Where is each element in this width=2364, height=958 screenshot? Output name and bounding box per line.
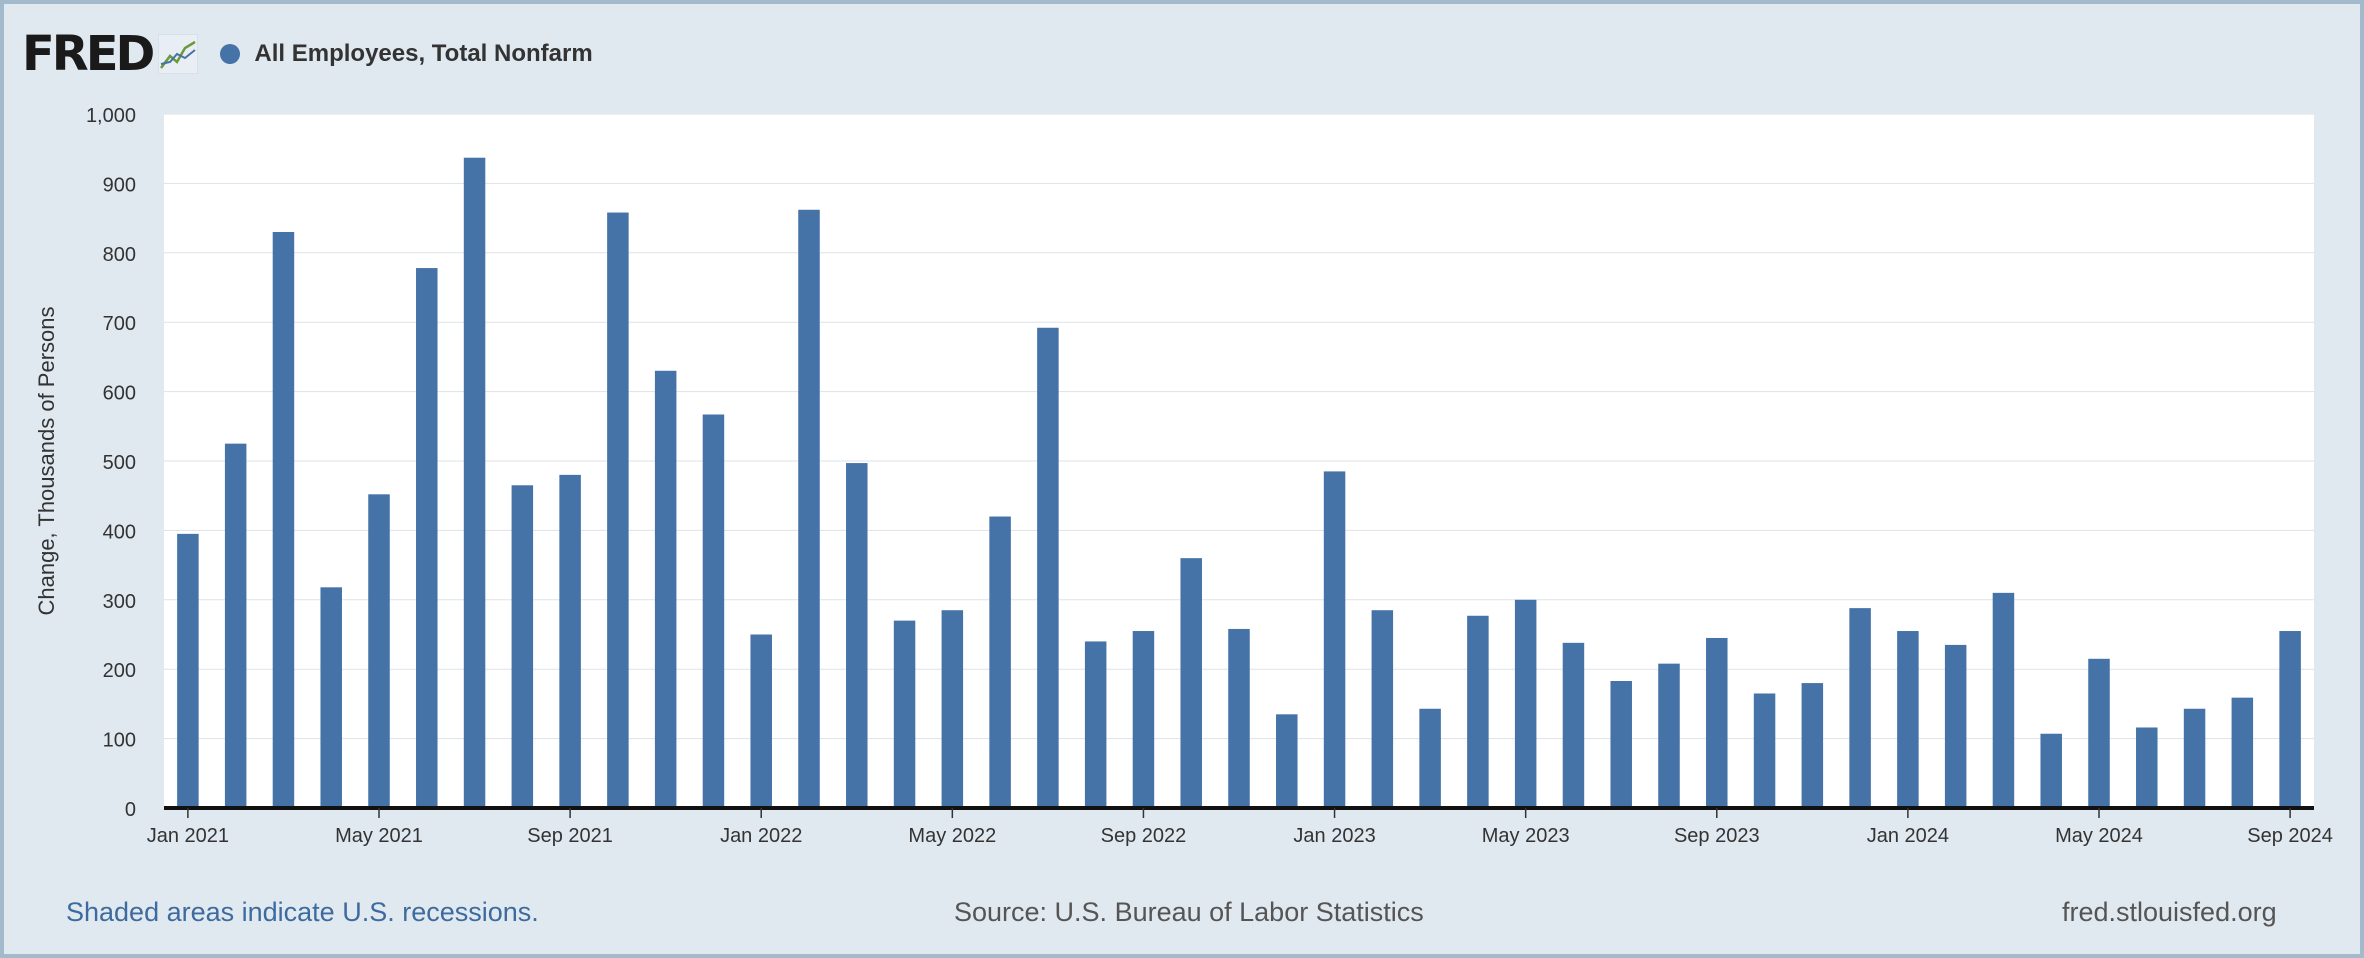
bar-2021-02[interactable] xyxy=(224,443,247,808)
y-axis-ticks: 0 100 200 300 400 500 600 700 800 900 1,000 xyxy=(86,105,136,821)
y-axis-label: Change, Thousands of Persons xyxy=(34,306,59,615)
y-tick-label: 400 xyxy=(103,521,136,543)
y-tick-label: 700 xyxy=(103,313,136,335)
x-tick-label: Sep 2023 xyxy=(1674,825,1760,847)
bar-2023-10[interactable] xyxy=(1753,693,1776,808)
bar-2024-04[interactable] xyxy=(2040,733,2062,808)
bar-2023-04[interactable] xyxy=(1467,615,1489,808)
x-tick-label: Sep 2022 xyxy=(1101,825,1187,847)
x-tick-label: Sep 2024 xyxy=(2247,825,2333,847)
bar-2024-03[interactable] xyxy=(1992,592,2015,808)
bar-2021-07[interactable] xyxy=(463,157,486,809)
x-tick-label: Jan 2021 xyxy=(147,825,229,847)
bar-2023-07[interactable] xyxy=(1610,680,1632,808)
bar-2022-09[interactable] xyxy=(1132,631,1155,808)
bar-2024-08[interactable] xyxy=(2231,697,2254,808)
x-tick-label: Jan 2023 xyxy=(1293,825,1375,847)
bar-2023-05[interactable] xyxy=(1514,599,1537,808)
bar-2022-10[interactable] xyxy=(1180,558,1202,808)
bar-2021-09[interactable] xyxy=(559,474,581,808)
bar-2024-09[interactable] xyxy=(2279,631,2301,808)
bar-2022-07[interactable] xyxy=(1037,327,1059,808)
bar-2021-12[interactable] xyxy=(702,414,725,808)
bar-2021-06[interactable] xyxy=(416,268,438,808)
bar-2022-08[interactable] xyxy=(1084,641,1107,808)
site-link[interactable]: fred.stlouisfed.org xyxy=(2062,897,2277,927)
line-chart-icon xyxy=(158,34,199,74)
y-tick-label: 1,000 xyxy=(86,105,136,127)
bar-2024-05[interactable] xyxy=(2088,658,2110,808)
bar-2022-03[interactable] xyxy=(846,463,868,808)
bar-2022-06[interactable] xyxy=(989,516,1011,808)
bar-2023-01[interactable] xyxy=(1323,471,1346,808)
recession-note[interactable]: Shaded areas indicate U.S. recessions. xyxy=(66,897,539,927)
bar-2022-12[interactable] xyxy=(1276,714,1298,808)
x-tick-label: Sep 2021 xyxy=(527,825,613,847)
bar-2023-06[interactable] xyxy=(1562,642,1585,808)
bar-2021-05[interactable] xyxy=(368,494,390,808)
y-tick-label: 900 xyxy=(103,174,136,196)
x-tick-label: May 2023 xyxy=(1482,825,1570,847)
bar-2024-07[interactable] xyxy=(2183,708,2206,808)
y-tick-label: 300 xyxy=(103,591,136,613)
bar-2023-11[interactable] xyxy=(1801,683,1824,808)
x-tick-label: Jan 2024 xyxy=(1867,825,1949,847)
fred-logo[interactable]: FRED xyxy=(22,26,155,82)
legend: All Employees, Total Nonfarm xyxy=(220,40,593,68)
y-tick-label: 800 xyxy=(103,244,136,266)
bar-2021-01[interactable] xyxy=(177,533,199,808)
bar-2023-08[interactable] xyxy=(1658,663,1680,808)
y-tick-label: 500 xyxy=(103,452,136,474)
bar-2024-01[interactable] xyxy=(1897,631,1919,808)
x-tick-label: May 2021 xyxy=(335,825,423,847)
bar-2022-01[interactable] xyxy=(750,634,772,809)
x-tick-label: May 2024 xyxy=(2055,825,2143,847)
y-tick-label: 200 xyxy=(103,660,136,682)
bar-2021-11[interactable] xyxy=(654,370,677,808)
bar-2023-03[interactable] xyxy=(1419,708,1441,808)
legend-marker xyxy=(220,44,241,64)
bar-2021-04[interactable] xyxy=(320,587,342,808)
y-tick-label: 100 xyxy=(103,730,136,752)
bar-2021-10[interactable] xyxy=(607,212,629,809)
bar-2023-12[interactable] xyxy=(1849,608,1871,808)
bar-2021-03[interactable] xyxy=(272,231,295,809)
bar-2024-06[interactable] xyxy=(2136,727,2158,808)
bars xyxy=(177,157,2301,809)
x-tick-label: Jan 2022 xyxy=(720,825,802,847)
bar-2022-05[interactable] xyxy=(941,610,964,808)
bar-2023-02[interactable] xyxy=(1371,610,1394,808)
bar-2022-02[interactable] xyxy=(798,209,820,809)
bar-2021-08[interactable] xyxy=(511,485,534,808)
bar-2024-02[interactable] xyxy=(1944,644,1967,808)
chart-header: FRED All Employees, Total Nonfarm xyxy=(22,24,593,84)
source-note: Source: U.S. Bureau of Labor Statistics xyxy=(954,897,1424,927)
legend-label[interactable]: All Employees, Total Nonfarm xyxy=(254,40,593,67)
bar-2022-11[interactable] xyxy=(1228,628,1250,808)
bar-2023-09[interactable] xyxy=(1706,637,1728,808)
x-tick-label: May 2022 xyxy=(908,825,996,847)
x-axis-ticks: Jan 2021 May 2021 Sep 2021 Jan 2022 May 2022… xyxy=(147,808,2333,847)
y-tick-label: 600 xyxy=(103,383,136,405)
y-tick-label: 0 xyxy=(125,799,136,821)
bar-chart: 0 100 200 300 400 500 600 700 800 900 1,000 Jan 20… xyxy=(34,105,2333,847)
bar-2022-04[interactable] xyxy=(893,620,916,808)
